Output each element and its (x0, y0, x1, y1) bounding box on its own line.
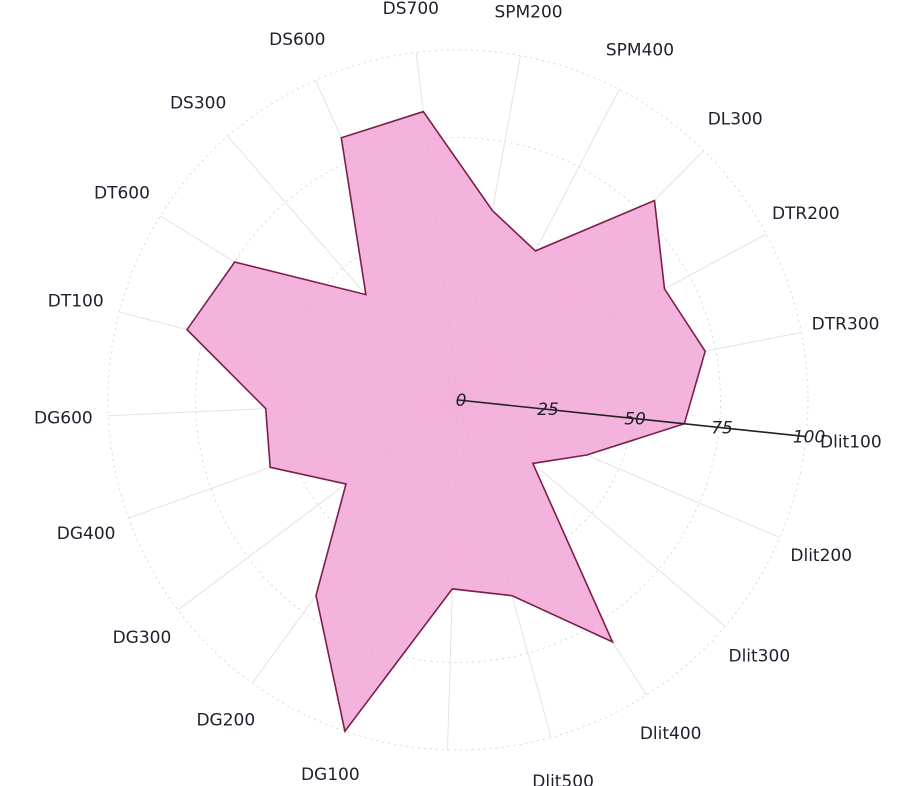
category-label-dlit100: Dlit100 (820, 432, 882, 452)
category-label-dtr200: DTR200 (772, 204, 840, 224)
category-label-dg200: DG200 (196, 711, 255, 731)
category-label-dlit200: Dlit200 (790, 546, 852, 566)
grid-ring-3 (195, 137, 721, 663)
radial-axis: 0 25 50 75 100 (456, 391, 826, 448)
radial-axis-line (457, 399, 807, 438)
radial-tick-label-2: 50 (624, 409, 646, 429)
category-label-dg400: DG400 (57, 524, 116, 544)
category-label-dlit500: Dlit500 (532, 772, 594, 786)
category-label-ds600: DS600 (269, 30, 325, 50)
category-label-spm200: SPM200 (494, 2, 562, 22)
category-label-dt600: DT600 (94, 183, 150, 203)
series-area (185, 110, 707, 734)
radial-tick-label-3: 75 (711, 418, 733, 438)
category-labels: Dlit100Dlit200Dlit300Dlit400Dlit500Dlit6… (34, 0, 882, 786)
category-label-dtr300: DTR300 (812, 315, 880, 335)
radial-tick-label-1: 25 (537, 400, 559, 420)
category-label-dg100: DG100 (301, 765, 360, 785)
series-polygon (185, 110, 707, 734)
grid-ring-4 (107, 49, 809, 751)
category-label-ds300: DS300 (170, 94, 226, 114)
category-label-dl300: DL300 (708, 110, 763, 130)
category-label-dlit400: Dlit400 (640, 724, 702, 744)
category-label-spm400: SPM400 (606, 40, 674, 60)
category-label-ds700: DS700 (383, 0, 439, 19)
radial-tick-label-0: 0 (456, 391, 467, 411)
radial-tick-label-4: 100 (793, 428, 825, 448)
category-label-dlit300: Dlit300 (728, 646, 790, 666)
category-label-dt100: DT100 (48, 292, 104, 312)
category-label-dg600: DG600 (34, 409, 93, 429)
category-label-dg300: DG300 (113, 628, 172, 648)
